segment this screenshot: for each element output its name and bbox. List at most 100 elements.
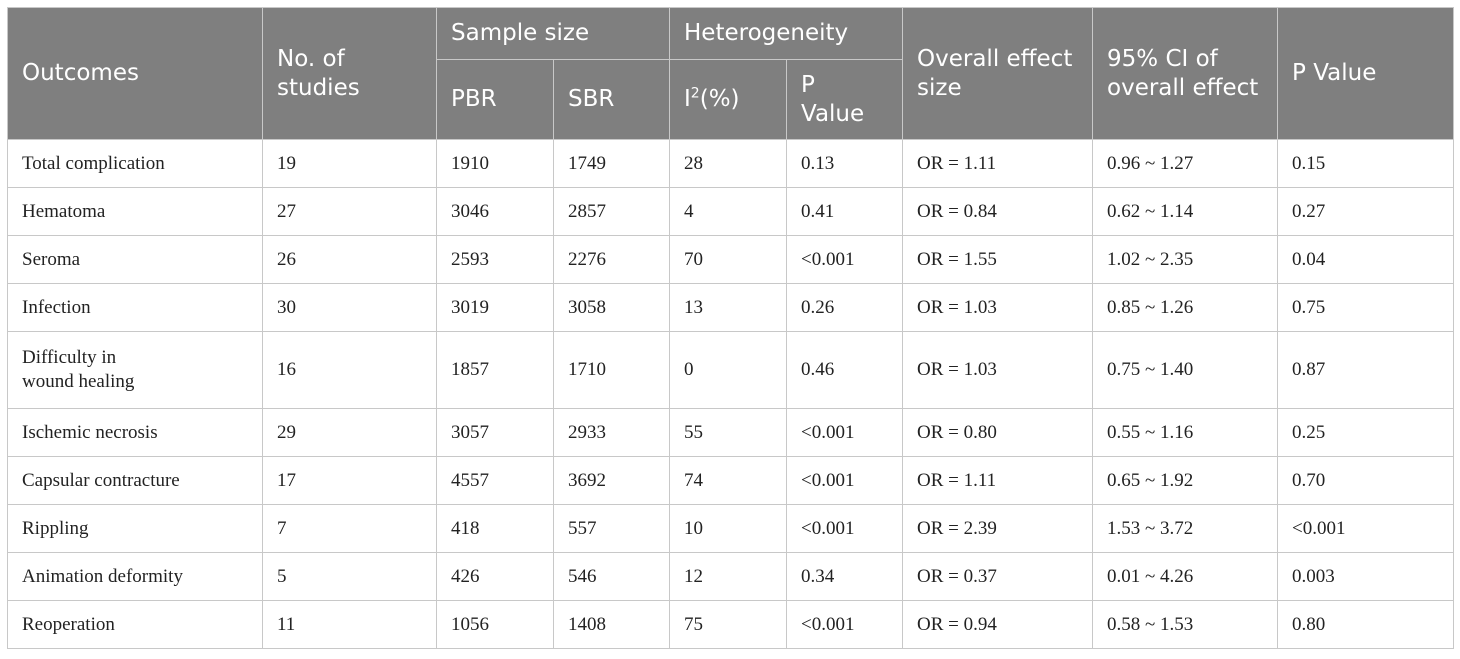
- cell-sbr: 1749: [553, 139, 670, 188]
- cell-outcome: Reoperation: [7, 600, 263, 649]
- cell-sbr: 546: [553, 552, 670, 601]
- cell-effect: OR = 0.37: [902, 552, 1094, 601]
- cell-outcome: Seroma: [7, 235, 263, 284]
- cell-studies: 16: [262, 331, 437, 409]
- cell-het-p: <0.001: [785, 235, 904, 284]
- cell-outcome: Ischemic necrosis: [7, 408, 263, 457]
- cell-sbr: 3058: [553, 283, 670, 332]
- cell-ci: 1.02 ~ 2.35: [1092, 235, 1279, 284]
- cell-effect: OR = 1.11: [902, 456, 1094, 505]
- results-table-container: Outcomes No. of studies Sample size Hete…: [7, 7, 1455, 649]
- cell-p: 0.27: [1277, 187, 1455, 236]
- header-i2-sup: 2: [690, 85, 700, 102]
- cell-het-p: 0.41: [785, 187, 904, 236]
- cell-pbr: 3057: [436, 408, 554, 457]
- cell-studies: 19: [262, 139, 437, 188]
- cell-het-p: 0.46: [785, 331, 904, 409]
- cell-ci: 0.01 ~ 4.26: [1092, 552, 1279, 601]
- cell-outcome: Total complication: [7, 139, 263, 188]
- table-row: Infection 30 3019 3058 13 0.26 OR = 1.03…: [7, 283, 1455, 332]
- cell-pbr: 3019: [436, 283, 554, 332]
- cell-outcome: Hematoma: [7, 187, 263, 236]
- cell-effect: OR = 1.11: [902, 139, 1094, 188]
- cell-p: 0.70: [1277, 456, 1455, 505]
- header-num-studies: No. of studies: [262, 7, 437, 140]
- cell-i2: 55: [669, 408, 787, 457]
- cell-p: 0.75: [1277, 283, 1455, 332]
- cell-pbr: 4557: [436, 456, 554, 505]
- table-row: Animation deformity 5 426 546 12 0.34 OR…: [7, 552, 1455, 601]
- cell-i2: 74: [669, 456, 787, 505]
- header-het-p-value: P Value: [785, 59, 904, 140]
- cell-outcome: Infection: [7, 283, 263, 332]
- table-row: Difficulty in wound healing 16 1857 1710…: [7, 331, 1455, 409]
- cell-outcome: Rippling: [7, 504, 263, 553]
- cell-studies: 17: [262, 456, 437, 505]
- table-row: Total complication 19 1910 1749 28 0.13 …: [7, 139, 1455, 188]
- cell-het-p: <0.001: [785, 600, 904, 649]
- cell-pbr: 426: [436, 552, 554, 601]
- cell-p: 0.003: [1277, 552, 1455, 601]
- header-num-studies-label: No. of studies: [277, 45, 360, 101]
- cell-outcome-label: Difficulty in wound healing: [22, 347, 135, 392]
- cell-studies: 7: [262, 504, 437, 553]
- cell-pbr: 418: [436, 504, 554, 553]
- cell-sbr: 557: [553, 504, 670, 553]
- header-sbr: SBR: [553, 59, 670, 140]
- table-row: Reoperation 11 1056 1408 75 <0.001 OR = …: [7, 600, 1455, 649]
- cell-het-p: 0.34: [785, 552, 904, 601]
- header-i2-rest: (%): [699, 86, 740, 112]
- cell-sbr: 2933: [553, 408, 670, 457]
- header-p-value: P Value: [1277, 7, 1455, 140]
- cell-effect: OR = 1.03: [902, 283, 1094, 332]
- cell-ci: 0.96 ~ 1.27: [1092, 139, 1279, 188]
- cell-sbr: 2276: [553, 235, 670, 284]
- cell-i2: 4: [669, 187, 787, 236]
- table-row: Ischemic necrosis 29 3057 2933 55 <0.001…: [7, 408, 1455, 457]
- cell-effect: OR = 0.94: [902, 600, 1094, 649]
- table-header: Outcomes No. of studies Sample size Hete…: [7, 7, 1455, 140]
- cell-studies: 27: [262, 187, 437, 236]
- table-row: Hematoma 27 3046 2857 4 0.41 OR = 0.84 0…: [7, 187, 1455, 236]
- cell-pbr: 1910: [436, 139, 554, 188]
- cell-ci: 1.53 ~ 3.72: [1092, 504, 1279, 553]
- header-sample-size: Sample size: [436, 7, 670, 60]
- cell-i2: 10: [669, 504, 787, 553]
- cell-i2: 28: [669, 139, 787, 188]
- cell-studies: 11: [262, 600, 437, 649]
- cell-studies: 5: [262, 552, 437, 601]
- cell-p: 0.87: [1277, 331, 1455, 409]
- header-i2: I2(%): [669, 59, 787, 140]
- cell-i2: 75: [669, 600, 787, 649]
- cell-het-p: 0.26: [785, 283, 904, 332]
- table-row: Capsular contracture 17 4557 3692 74 <0.…: [7, 456, 1455, 505]
- cell-ci: 0.55 ~ 1.16: [1092, 408, 1279, 457]
- header-ci: 95% CI of overall effect: [1092, 7, 1279, 140]
- cell-i2: 13: [669, 283, 787, 332]
- results-table: Outcomes No. of studies Sample size Hete…: [7, 7, 1455, 649]
- cell-ci: 0.62 ~ 1.14: [1092, 187, 1279, 236]
- cell-het-p: <0.001: [785, 408, 904, 457]
- table-body: Total complication 19 1910 1749 28 0.13 …: [7, 139, 1455, 649]
- cell-p: 0.25: [1277, 408, 1455, 457]
- cell-ci: 0.58 ~ 1.53: [1092, 600, 1279, 649]
- header-outcomes: Outcomes: [7, 7, 263, 140]
- table-row: Rippling 7 418 557 10 <0.001 OR = 2.39 1…: [7, 504, 1455, 553]
- cell-i2: 12: [669, 552, 787, 601]
- cell-effect: OR = 0.84: [902, 187, 1094, 236]
- header-overall-effect-label: Overall effect size: [917, 45, 1073, 101]
- header-ci-label: 95% CI of overall effect: [1107, 45, 1259, 101]
- header-overall-effect: Overall effect size: [902, 7, 1094, 140]
- cell-pbr: 3046: [436, 187, 554, 236]
- cell-pbr: 2593: [436, 235, 554, 284]
- cell-studies: 26: [262, 235, 437, 284]
- cell-i2: 70: [669, 235, 787, 284]
- cell-studies: 29: [262, 408, 437, 457]
- cell-p: 0.04: [1277, 235, 1455, 284]
- cell-sbr: 1408: [553, 600, 670, 649]
- cell-pbr: 1056: [436, 600, 554, 649]
- header-heterogeneity: Heterogeneity: [668, 7, 904, 60]
- cell-ci: 0.75 ~ 1.40: [1092, 331, 1279, 409]
- cell-effect: OR = 0.80: [902, 408, 1094, 457]
- cell-outcome: Difficulty in wound healing: [7, 331, 263, 409]
